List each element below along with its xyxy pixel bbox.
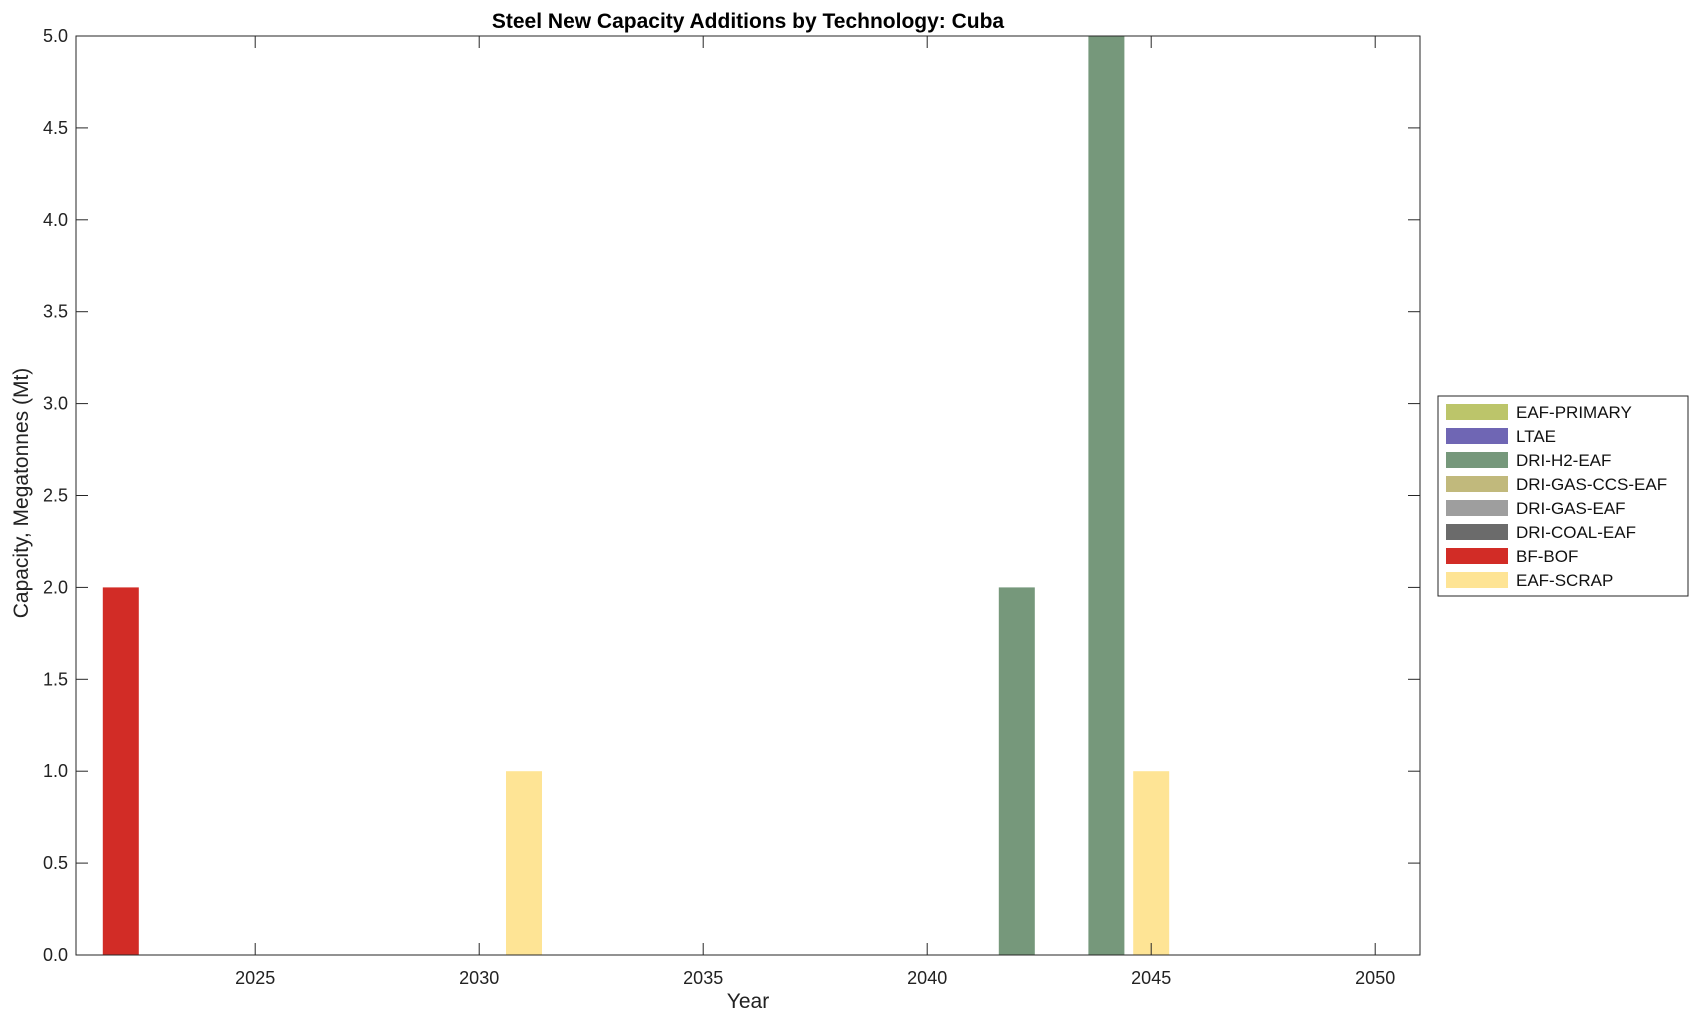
y-tick-label: 5.0 (43, 26, 68, 46)
legend-swatch-bf-bof (1446, 548, 1508, 564)
y-tick-label: 3.0 (43, 394, 68, 414)
y-tick-label: 4.5 (43, 118, 68, 138)
legend-label-eaf-scrap: EAF-SCRAP (1516, 571, 1613, 590)
legend-label-dri-h2-eaf: DRI-H2-EAF (1516, 451, 1611, 470)
x-tick-label: 2035 (683, 968, 723, 988)
x-axis-label: Year (727, 990, 769, 1013)
legend: EAF-PRIMARY LTAE DRI-H2-EAF DRI-GAS-CCS-EAF… (1437, 395, 1689, 597)
legend-label-eaf-primary: EAF-PRIMARY (1516, 403, 1632, 422)
y-tick-label: 1.5 (43, 669, 68, 689)
legend-label-dri-gas-eaf: DRI-GAS-EAF (1516, 499, 1626, 518)
y-tick-label: 1.0 (43, 761, 68, 781)
chart-title: Steel New Capacity Additions by Technolo… (492, 10, 1005, 33)
y-tick-label: 2.5 (43, 486, 68, 506)
bar-dri-h2-eaf-2044 (1088, 36, 1125, 955)
bar-dri-h2-eaf-2042 (998, 587, 1035, 955)
y-axis-label: Capacity, Megatonnes (Mt) (10, 368, 33, 619)
legend-swatch-ltae (1446, 428, 1508, 444)
y-tick-label: 2.0 (43, 577, 68, 597)
legend-swatch-dri-h2-eaf (1446, 452, 1508, 468)
legend-swatch-eaf-primary (1446, 404, 1508, 420)
plot-area: 2025 2030 2035 2040 2045 2050 0.0 0.5 1.0 1.5 2.0 2… (43, 26, 1421, 988)
legend-label-bf-bof: BF-BOF (1516, 547, 1578, 566)
y-tick-label: 0.5 (43, 853, 68, 873)
legend-swatch-dri-coal-eaf (1446, 524, 1508, 540)
bar-bf-bof-2022 (102, 587, 139, 955)
x-tick-label: 2050 (1355, 968, 1395, 988)
bar-eaf-scrap-2045 (1133, 771, 1170, 955)
legend-box (1437, 395, 1689, 597)
legend-label-dri-coal-eaf: DRI-COAL-EAF (1516, 523, 1636, 542)
x-tick-label: 2045 (1131, 968, 1171, 988)
legend-swatch-eaf-scrap (1446, 572, 1508, 588)
y-tick-label: 4.0 (43, 210, 68, 230)
y-tick-label: 0.0 (43, 945, 68, 965)
x-tick-label: 2040 (907, 968, 947, 988)
legend-label-ltae: LTAE (1516, 427, 1556, 446)
legend-label-dri-gas-ccs-eaf: DRI-GAS-CCS-EAF (1516, 475, 1667, 494)
y-tick-label: 3.5 (43, 302, 68, 322)
bar-eaf-scrap-2031 (506, 771, 542, 955)
legend-swatch-dri-gas-ccs-eaf (1446, 476, 1508, 492)
x-tick-label: 2030 (459, 968, 499, 988)
x-tick-label: 2025 (235, 968, 275, 988)
axes-box (75, 35, 1421, 956)
legend-swatch-dri-gas-eaf (1446, 500, 1508, 516)
